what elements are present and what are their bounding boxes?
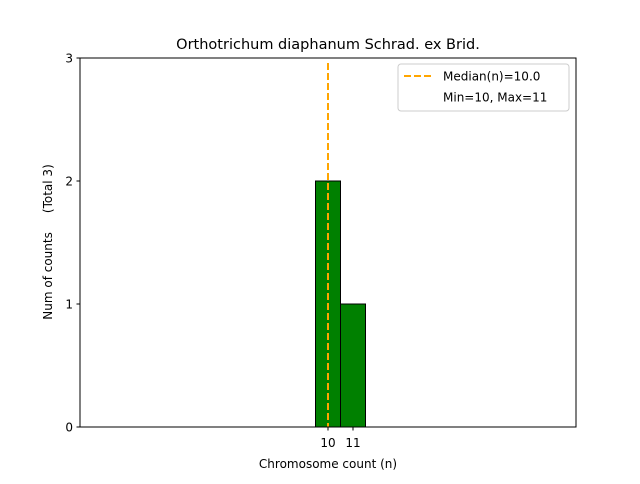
histogram-bar-11 [340, 303, 366, 428]
x-axis-label: Chromosome count (n) [259, 457, 397, 471]
y-tick-label: 2 [65, 175, 73, 189]
x-tick-label: 11 [345, 436, 360, 450]
legend-entry-minmax: Min=10, Max=11 [443, 91, 547, 105]
legend-box [397, 63, 570, 112]
chart-title: Orthotrichum diaphanum Schrad. ex Brid. [176, 37, 480, 53]
y-tick-label: 0 [65, 421, 73, 435]
legend-entry-median: Median(n)=10.0 [443, 70, 540, 84]
y-tick-label: 1 [65, 298, 73, 312]
y-tick-label: 3 [65, 52, 73, 66]
legend: Median(n)=10.0 Min=10, Max=11 [397, 63, 570, 112]
y-axis-label: Num of counts (Total 3) [41, 164, 55, 319]
x-tick-label: 10 [320, 436, 335, 450]
